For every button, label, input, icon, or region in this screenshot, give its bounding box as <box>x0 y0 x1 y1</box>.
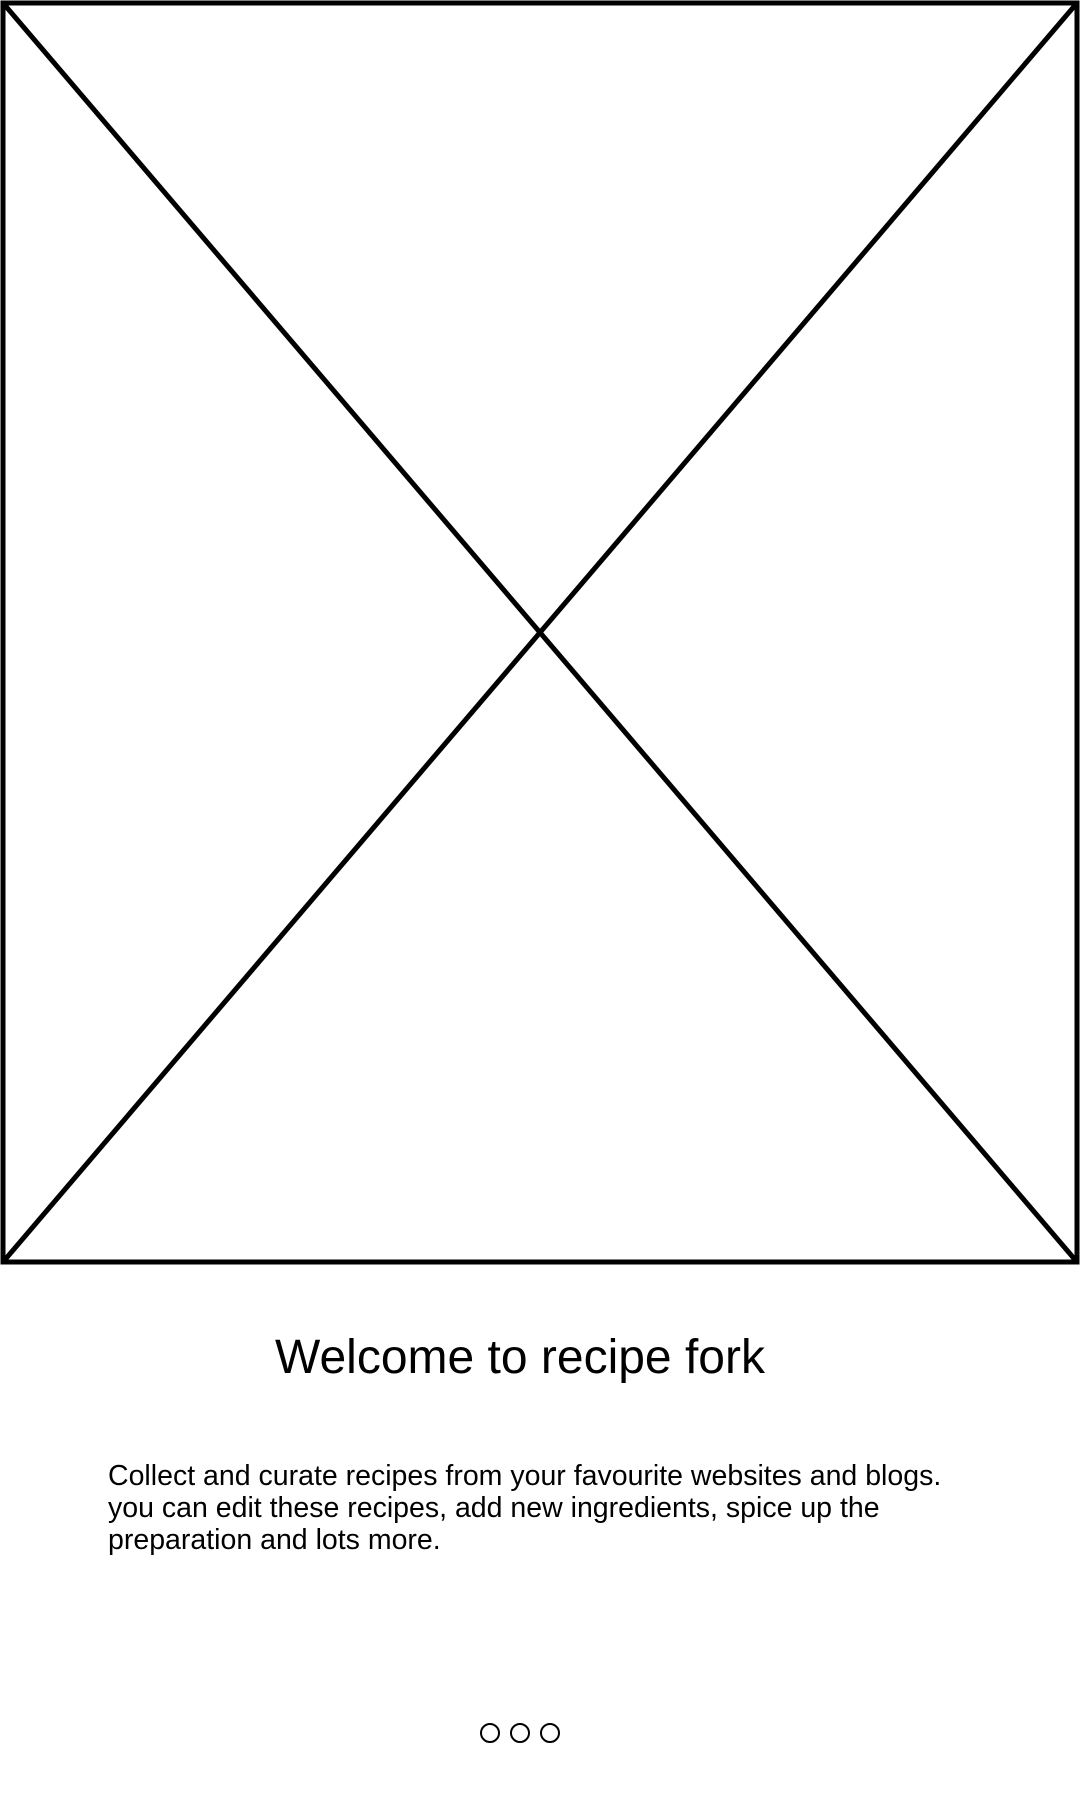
page-indicator <box>0 1723 1060 1743</box>
welcome-description: Collect and curate recipes from your fav… <box>108 1460 942 1556</box>
page-indicator-dot-2[interactable] <box>510 1723 530 1743</box>
page-indicator-dot-3[interactable] <box>540 1723 560 1743</box>
image-placeholder-icon <box>0 0 1080 1265</box>
page-indicator-dot-1[interactable] <box>480 1723 500 1743</box>
welcome-title: Welcome to recipe fork <box>275 1331 765 1384</box>
onboarding-image-placeholder <box>0 0 1080 1265</box>
